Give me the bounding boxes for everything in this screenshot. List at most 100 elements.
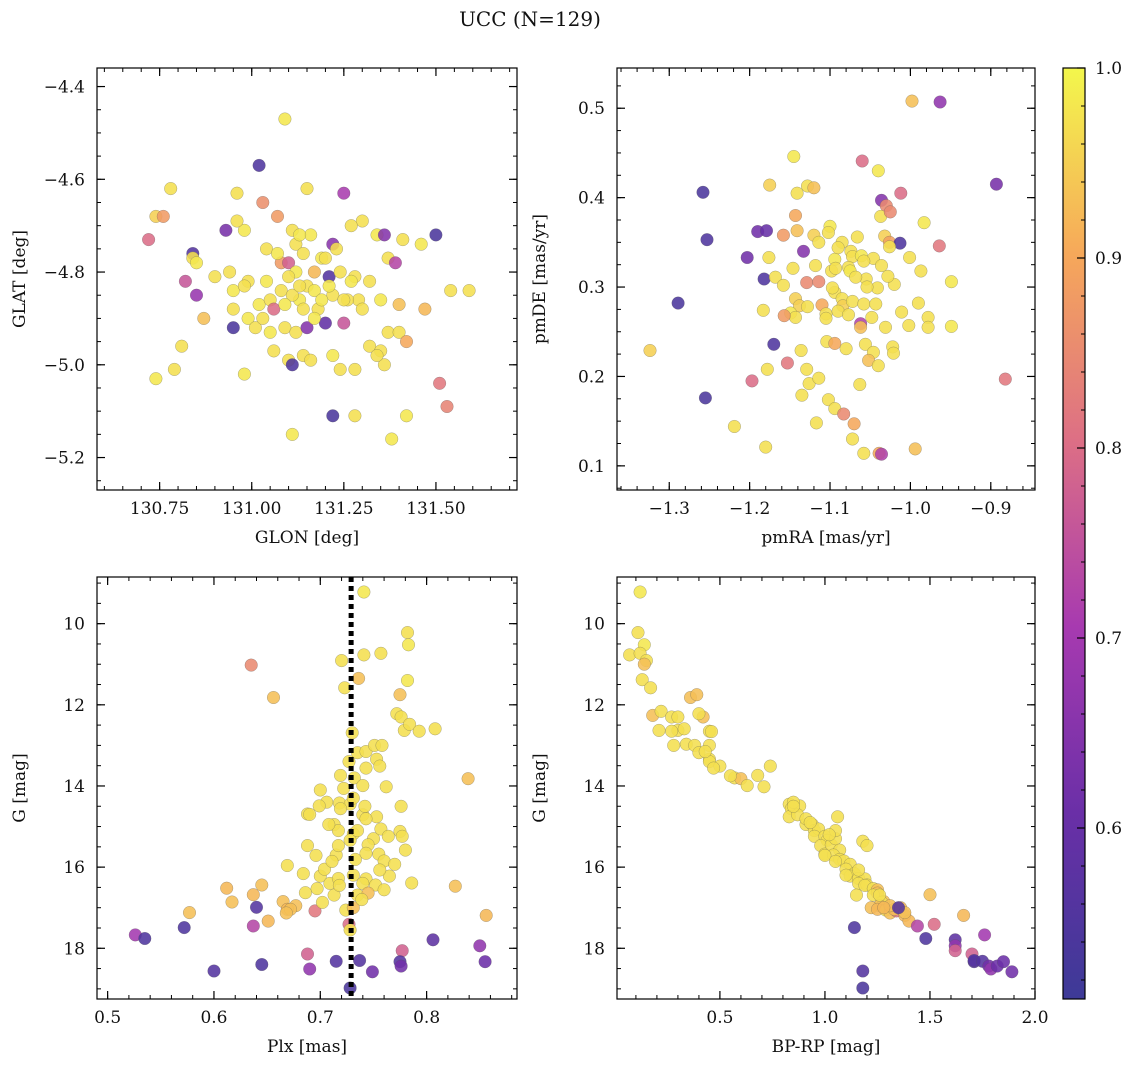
data-point: [894, 186, 908, 200]
y-tick-label: 16: [583, 858, 605, 878]
data-point: [440, 400, 454, 414]
data-point: [330, 242, 344, 256]
data-point: [403, 717, 417, 731]
data-point: [854, 320, 868, 334]
data-point: [307, 311, 321, 325]
data-point: [331, 824, 345, 838]
scatter-panel-3: 0.5 0.6 0.7 0.8 10 12 14 16 18 Plx [mas] G [mag]: [10, 576, 518, 1057]
data-point: [857, 297, 871, 311]
y-axis-label: G [mag]: [530, 753, 550, 822]
data-point: [855, 154, 869, 168]
x-axis-label: Plx [mas]: [267, 1037, 347, 1057]
x-tick-label: 130.75: [130, 499, 189, 519]
data-point: [978, 928, 992, 942]
y-axis-label: G [mag]: [10, 753, 30, 822]
data-point: [803, 816, 817, 830]
data-point: [768, 270, 782, 284]
data-point: [329, 954, 343, 968]
data-point: [398, 843, 412, 857]
data-point: [692, 707, 706, 721]
data-point: [310, 882, 324, 896]
data-point: [905, 94, 919, 108]
data-point: [910, 919, 924, 933]
data-point: [852, 863, 866, 877]
data-point: [333, 265, 347, 279]
data-point: [705, 725, 719, 739]
data-point: [825, 281, 839, 295]
data-point: [853, 378, 867, 392]
data-point: [751, 768, 765, 782]
data-point: [335, 654, 349, 668]
data-point: [433, 376, 447, 390]
points-group: [643, 94, 1012, 461]
data-point: [381, 829, 395, 843]
data-point: [927, 917, 941, 931]
data-point: [307, 265, 321, 279]
data-point: [957, 908, 971, 922]
data-point: [334, 802, 348, 816]
data-point: [850, 230, 864, 244]
data-point: [377, 358, 391, 372]
data-point: [760, 224, 774, 238]
data-point: [633, 585, 647, 599]
data-point: [667, 738, 681, 752]
data-point: [871, 359, 885, 373]
x-tick-label: 131.25: [314, 499, 373, 519]
data-point: [246, 919, 260, 933]
data-point: [856, 981, 870, 995]
data-point: [271, 209, 285, 223]
y-tick-label: −5.2: [44, 449, 85, 469]
data-point: [263, 325, 277, 339]
data-point: [831, 810, 845, 824]
data-point: [919, 932, 933, 946]
data-point: [309, 848, 323, 862]
data-point: [395, 944, 409, 958]
data-point: [652, 723, 666, 737]
data-point: [207, 964, 221, 978]
points-group: [623, 585, 1019, 995]
data-point: [879, 320, 893, 334]
data-point: [175, 339, 189, 353]
x-tick-label: −1.1: [809, 499, 850, 519]
data-point: [846, 432, 860, 446]
data-point: [444, 284, 458, 298]
x-tick-label: 131.50: [406, 499, 465, 519]
data-point: [318, 316, 332, 330]
data-point: [149, 372, 163, 386]
data-point: [800, 276, 814, 290]
x-axis-label: BP-RP [mag]: [772, 1037, 881, 1057]
data-point: [220, 881, 234, 895]
data-point: [260, 242, 274, 256]
data-point: [756, 303, 770, 317]
points-group: [142, 112, 476, 446]
data-point: [304, 353, 318, 367]
data-point: [348, 362, 362, 376]
data-point: [842, 308, 856, 322]
data-point: [333, 362, 347, 376]
data-point: [379, 780, 393, 794]
data-point: [337, 186, 351, 200]
data-point: [142, 233, 156, 247]
data-point: [352, 671, 366, 685]
data-point: [847, 921, 861, 935]
data-point: [334, 768, 348, 782]
data-point: [189, 288, 203, 302]
data-point: [917, 216, 931, 230]
data-point: [881, 269, 895, 283]
data-point: [374, 646, 388, 660]
plot-frame: [616, 576, 1036, 1000]
x-axis-label: GLON [deg]: [255, 528, 359, 548]
data-point: [871, 164, 885, 178]
plot-frame: [96, 576, 518, 1000]
colorbar-tick-label: 0.6: [1095, 819, 1122, 839]
y-tick-label: 0.5: [578, 99, 605, 119]
data-point: [395, 829, 409, 843]
y-tick-label: 14: [63, 777, 85, 797]
data-point: [377, 228, 391, 242]
data-point: [377, 883, 391, 897]
data-point: [740, 250, 754, 264]
data-point: [797, 244, 811, 258]
data-point: [244, 658, 258, 672]
data-point: [256, 195, 270, 209]
data-point: [846, 294, 860, 308]
